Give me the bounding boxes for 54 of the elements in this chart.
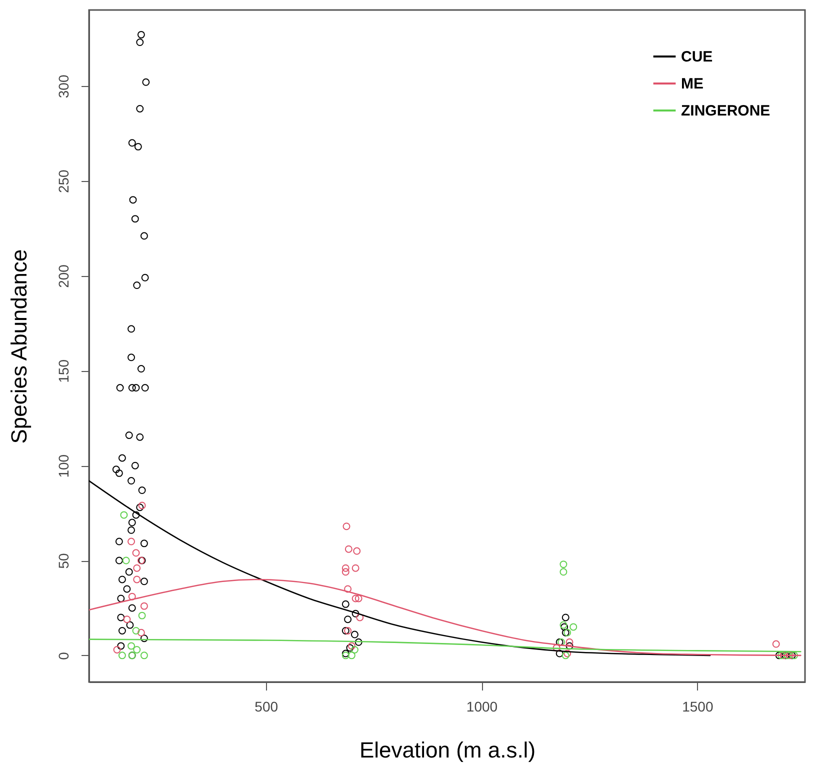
x-tick-label: 500 <box>254 698 278 714</box>
point <box>118 652 126 660</box>
point <box>354 594 362 602</box>
point <box>138 612 146 620</box>
point <box>353 547 361 555</box>
point <box>122 556 130 564</box>
y-tick-label: 100 <box>56 454 72 478</box>
line-series <box>89 578 802 656</box>
point <box>133 646 141 654</box>
point <box>772 640 780 648</box>
point <box>128 538 136 546</box>
y-tick-label: 150 <box>56 359 72 383</box>
y-axis-title: Species Abundance <box>6 249 32 444</box>
point <box>784 652 792 660</box>
point <box>570 623 578 631</box>
point <box>342 564 350 572</box>
legend-label: ME <box>681 76 704 92</box>
point <box>132 627 140 634</box>
y-tick-label: 50 <box>56 553 72 569</box>
point <box>560 568 568 576</box>
point <box>120 511 128 519</box>
point <box>140 602 148 610</box>
point <box>140 652 148 660</box>
x-tick-label: 1500 <box>682 698 714 714</box>
y-tick-label: 0 <box>56 652 72 660</box>
point <box>352 594 360 602</box>
point <box>128 592 136 600</box>
legend-label: CUE <box>681 48 713 66</box>
point <box>566 638 574 646</box>
point <box>344 545 352 553</box>
y-tick-label: 200 <box>56 264 72 288</box>
line-series <box>89 480 711 656</box>
point <box>552 644 560 652</box>
point <box>128 642 136 650</box>
point <box>113 646 121 654</box>
point <box>123 616 131 624</box>
point <box>342 522 350 530</box>
x-tick-label: 1000 <box>466 698 498 714</box>
point <box>342 568 350 576</box>
point <box>352 564 360 572</box>
point <box>348 652 356 660</box>
point <box>344 585 352 593</box>
x-axis-title: Elevation (m a.s.l) <box>359 738 536 762</box>
point <box>344 627 352 634</box>
point <box>137 628 145 636</box>
point <box>356 614 364 622</box>
legend-label: ZINGERONE <box>681 102 770 120</box>
y-tick-label: 300 <box>56 74 72 98</box>
point <box>133 576 141 584</box>
point <box>350 646 358 654</box>
point <box>132 549 140 557</box>
point <box>133 564 141 572</box>
y-tick-label: 250 <box>56 169 72 194</box>
point <box>560 560 568 568</box>
